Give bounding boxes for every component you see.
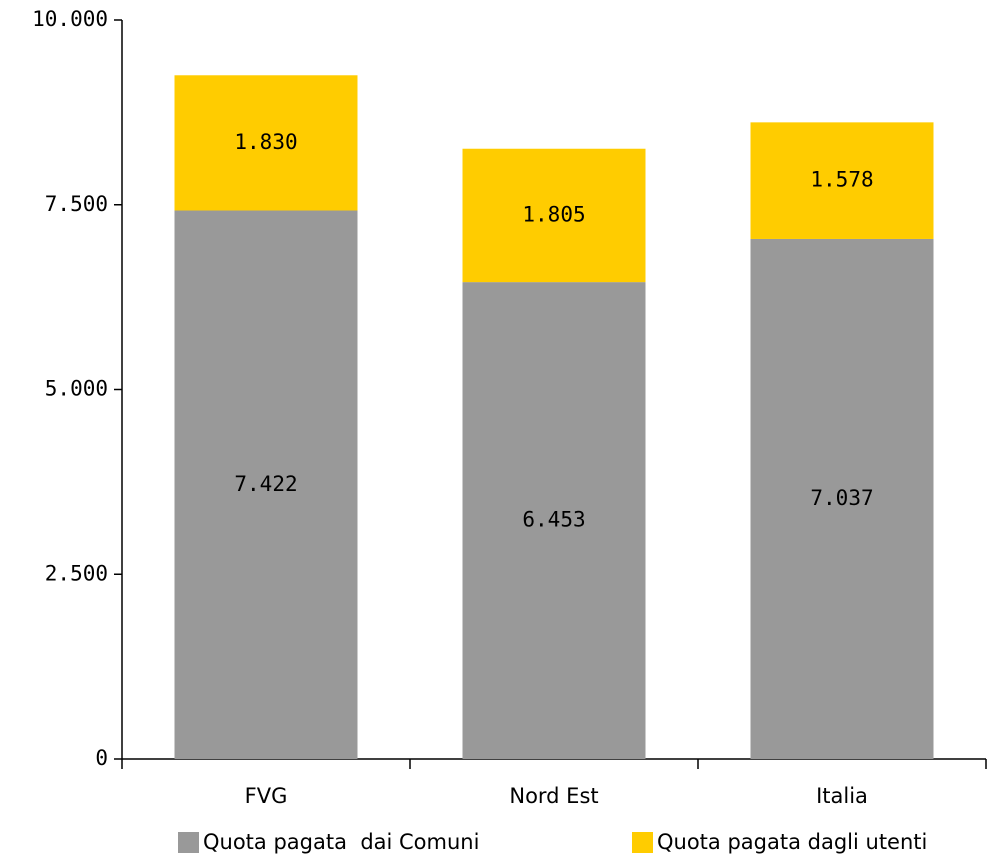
bar-segment [174, 75, 358, 211]
legend-label: Quota pagata dagli utenti [657, 830, 927, 854]
legend-swatch [178, 832, 199, 853]
y-tick-label: 5.000 [45, 377, 108, 401]
x-tick-label: Nord Est [509, 784, 598, 808]
bar-segment [462, 282, 646, 759]
x-tick-label: FVG [245, 784, 288, 808]
bar-segment [750, 122, 934, 239]
data-label: 7.037 [810, 486, 873, 510]
y-tick-label: 7.500 [45, 192, 108, 216]
data-label: 6.453 [522, 508, 585, 532]
legend-swatch [632, 832, 653, 853]
y-tick-label: 10.000 [32, 7, 108, 31]
data-label: 7.422 [234, 472, 297, 496]
legend-label: Quota pagata dai Comuni [203, 830, 479, 854]
y-tick-label: 0 [95, 746, 108, 770]
x-tick-label: Italia [816, 784, 868, 808]
data-label: 1.578 [810, 168, 873, 192]
bar-segment [174, 210, 358, 759]
data-label: 1.830 [234, 130, 297, 154]
bar-segment [462, 148, 646, 283]
y-tick-label: 2.500 [45, 561, 108, 585]
data-label: 1.805 [522, 202, 585, 226]
bar-segment [750, 238, 934, 759]
